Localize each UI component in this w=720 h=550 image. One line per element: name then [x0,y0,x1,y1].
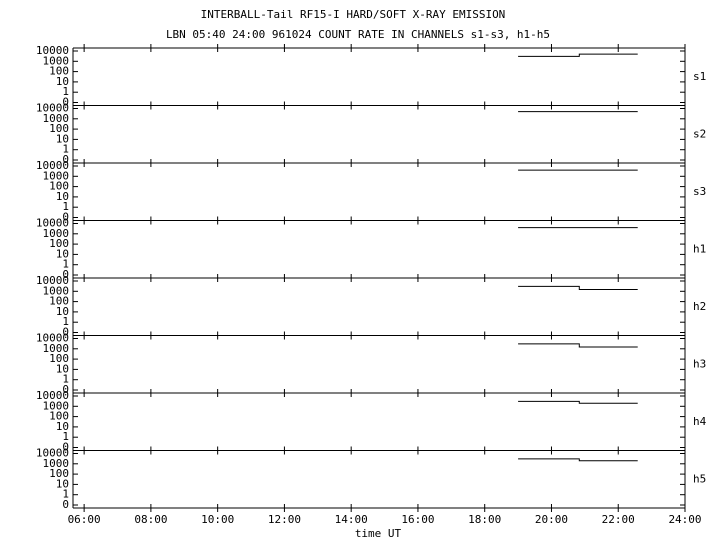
x-tick-label: 10:00 [201,513,234,526]
panel-label: h1 [693,242,706,255]
y-tick-label: 10000 [36,389,69,402]
y-tick-label: 10000 [36,332,69,345]
data-line [518,343,638,348]
y-tick-label: 100 [49,352,69,365]
y-tick-label: 1000 [43,457,70,470]
y-tick-label: 100 [49,467,69,480]
y-tick-label: 10 [56,247,69,260]
y-tick-label: 0 [62,268,69,281]
x-tick-label: 16:00 [401,513,434,526]
y-tick-label: 10 [56,132,69,145]
panel-label: h4 [693,415,707,428]
y-tick-label: 1 [62,85,69,98]
panel-label: s1 [693,70,706,83]
y-tick-label: 10 [56,190,69,203]
y-tick-label: 1000 [43,54,70,67]
y-tick-label: 1 [62,200,69,213]
y-tick-label: 1000 [43,227,70,240]
panel-label: h5 [693,472,706,485]
y-tick-label: 1000 [43,284,70,297]
y-tick-label: 1 [62,373,69,386]
y-tick-label: 0 [62,326,69,339]
y-tick-label: 0 [62,211,69,224]
y-tick-label: 10000 [36,447,69,460]
y-tick-label: 1 [62,430,69,443]
chart-title: INTERBALL-Tail RF15-I HARD/SOFT X-RAY EM… [201,8,506,21]
y-tick-label: 1000 [43,399,70,412]
y-tick-label: 1 [62,143,69,156]
y-tick-label: 10 [56,477,69,490]
y-tick-label: 0 [62,96,69,109]
y-tick-label: 1 [62,258,69,271]
panel-label: h2 [693,300,706,313]
y-tick-label: 10000 [36,274,69,287]
x-axis-label: time UT [355,527,402,540]
panel-label: s2 [693,127,706,140]
panel-label: s3 [693,185,706,198]
x-tick-label: 20:00 [535,513,568,526]
y-tick-label: 10 [56,75,69,88]
y-tick-label: 0 [62,441,69,454]
x-tick-label: 22:00 [602,513,635,526]
y-tick-label: 100 [49,410,69,423]
y-tick-label: 10 [56,420,69,433]
y-tick-label: 100 [49,295,69,308]
y-tick-label: 10 [56,362,69,375]
y-tick-label: 1000 [43,112,70,125]
panel-label: h3 [693,357,706,370]
x-tick-label: 14:00 [335,513,368,526]
y-tick-label: 100 [49,122,69,135]
y-tick-label: 100 [49,237,69,250]
x-tick-label: 08:00 [134,513,167,526]
y-tick-label: 1000 [43,342,70,355]
y-tick-label: 1 [62,488,69,501]
y-tick-label: 0 [62,498,69,511]
y-tick-label: 100 [49,65,69,78]
y-tick-label: 0 [62,153,69,166]
y-tick-label: 100 [49,180,69,193]
y-tick-label: 10000 [36,44,69,57]
chart-subtitle: LBN 05:40 24:00 961024 COUNT RATE IN CHA… [166,28,550,41]
y-tick-label: 10 [56,305,69,318]
data-line [518,53,638,57]
data-line [518,458,638,462]
y-tick-label: 1 [62,315,69,328]
x-tick-label: 18:00 [468,513,501,526]
y-tick-label: 0 [62,383,69,396]
x-tick-label: 24:00 [668,513,701,526]
y-tick-label: 1000 [43,169,70,182]
x-tick-label: 12:00 [268,513,301,526]
data-line [518,285,638,290]
x-tick-label: 06:00 [68,513,101,526]
data-line [518,400,638,404]
y-tick-label: 10000 [36,217,69,230]
y-tick-label: 10000 [36,159,69,172]
y-tick-label: 10000 [36,102,69,115]
